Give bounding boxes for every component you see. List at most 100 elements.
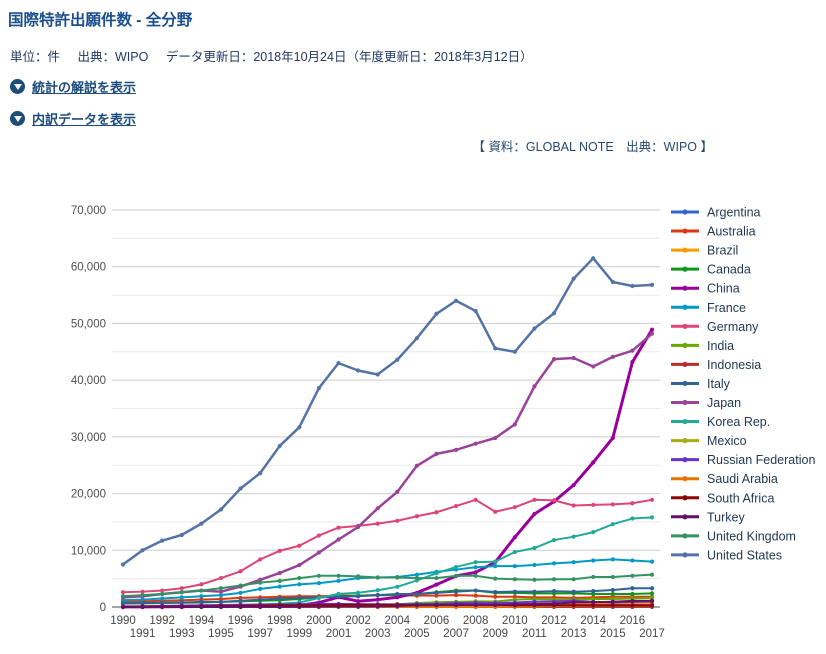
x-tick-label: 1997 [247,628,273,640]
x-tick-label: 1993 [169,628,195,640]
data-point [493,600,498,606]
legend-item-argentina[interactable]: Argentina [671,206,761,220]
data-point [160,604,165,610]
legend-item-russian-federation[interactable]: Russian Federation [671,453,815,467]
legend-item-korea-rep-[interactable]: Korea Rep. [671,415,770,429]
data-point [316,595,322,600]
legend-item-canada[interactable]: Canada [671,263,751,277]
data-point [649,497,655,502]
x-tick-label: 2004 [384,615,410,627]
legend-item-italy[interactable]: Italy [671,377,731,391]
data-point [316,604,322,610]
data-point [532,603,537,608]
data-point [140,604,145,609]
data-point [414,604,419,609]
legend-item-australia[interactable]: Australia [671,225,756,239]
y-tick-label: 0 [100,602,106,614]
data-point [179,604,184,610]
data-point [375,592,380,598]
data-point [375,602,380,607]
data-point [258,604,263,609]
legend-item-saudi-arabia[interactable]: Saudi Arabia [671,472,778,486]
data-point [218,604,224,609]
data-point [258,604,263,609]
data-point [473,570,478,575]
data-point [277,598,282,603]
data-point [277,570,282,576]
legend-item-turkey[interactable]: Turkey [671,510,745,524]
series-japan [120,331,655,600]
series-united-states [120,256,655,567]
data-point [336,604,341,610]
data-point [453,604,459,610]
data-point [238,604,243,609]
data-point [316,550,322,555]
data-point [571,276,576,281]
show-breakdown-link[interactable]: 内訳データを表示 [10,109,136,128]
data-point [630,558,635,563]
data-point [610,522,615,527]
data-point [277,604,282,609]
data-point [493,599,498,604]
show-breakdown-link-label[interactable]: 内訳データを表示 [32,112,137,127]
show-explanation-link-label[interactable]: 統計の解説を表示 [32,80,137,95]
data-point [297,604,302,609]
legend-item-south-africa[interactable]: South Africa [671,491,774,505]
x-tick-label: 2016 [620,615,646,627]
legend-item-india[interactable]: India [671,339,734,353]
legend-item-united-states[interactable]: United States [671,548,782,562]
data-point [277,601,282,606]
data-point [277,548,282,553]
data-point [179,604,184,610]
show-explanation-link[interactable]: 統計の解説を表示 [10,77,136,96]
legend-item-brazil[interactable]: Brazil [671,244,738,258]
series-line [123,596,653,608]
data-point [375,506,380,511]
legend-marker-dot [682,342,688,348]
data-point [571,597,576,602]
x-tick-label: 2002 [345,615,371,627]
data-point [434,603,439,609]
legend-item-mexico[interactable]: Mexico [671,434,747,448]
data-point [277,604,282,609]
legend-item-china[interactable]: China [671,282,740,296]
series-line [122,256,653,566]
legend-item-germany[interactable]: Germany [671,320,759,334]
legend-marker-dot [682,361,688,367]
data-point [179,604,184,610]
legend-item-france[interactable]: France [671,301,746,315]
data-point [473,602,478,607]
y-tick-label: 40,000 [71,375,106,387]
data-point [551,603,557,609]
data-point [258,604,263,609]
data-point [140,601,145,606]
data-point [277,443,282,449]
data-point [591,599,596,604]
data-point [277,594,282,599]
data-point [297,604,302,610]
series-line [123,599,653,608]
data-point [120,601,126,606]
data-point [453,601,459,606]
data-point [512,590,517,595]
data-point [649,602,655,608]
data-point [473,497,478,502]
legend-item-japan[interactable]: Japan [671,396,741,410]
data-point [297,603,302,608]
data-point [395,489,400,494]
data-point [316,604,322,609]
series-south-africa [120,602,655,609]
data-point [258,580,263,585]
data-point [414,590,419,595]
data-point [316,603,322,609]
data-point [571,603,576,608]
data-point [591,530,596,535]
data-point [356,590,361,595]
x-tick-label: 2005 [404,628,430,640]
legend-item-indonesia[interactable]: Indonesia [671,358,761,372]
data-point [571,503,576,508]
legend-item-united-kingdom[interactable]: United Kingdom [671,529,796,543]
data-point [316,601,322,607]
data-point [277,596,282,601]
data-point [630,348,635,353]
